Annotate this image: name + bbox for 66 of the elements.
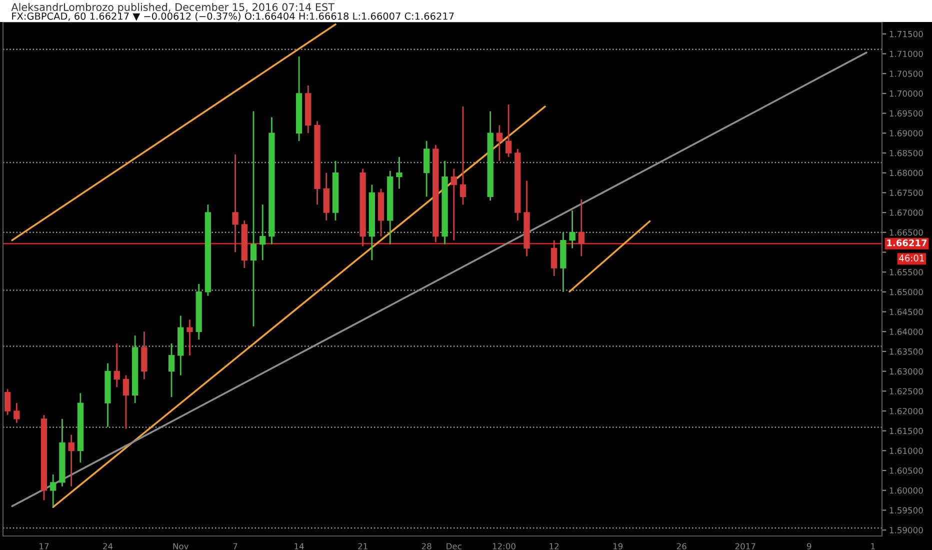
y-tick-label: 1.63500 — [890, 348, 923, 355]
y-tick-label: 1.61500 — [890, 428, 923, 434]
y-tick-label: 1.68000 — [890, 170, 923, 176]
y-tick-label: 1.69000 — [890, 130, 923, 136]
y-tick-label: 1.60500 — [890, 467, 923, 474]
y-tick-label: 1.59500 — [890, 507, 923, 514]
x-tick-label: 12:00 — [492, 543, 516, 550]
candlestick — [260, 204, 266, 261]
y-tick-label: 1.67000 — [890, 210, 923, 216]
candlestick — [68, 434, 74, 488]
y-tick-label: 1.63000 — [890, 368, 923, 375]
x-tick-label: 1 — [871, 543, 875, 550]
candlestick — [423, 140, 430, 198]
chart-title: FX:GBPCAD, 60 1.66217 ▼ −0.00612 (−0.37%) O:1.66404 H:1.66618 L:1.66007 C:1.66217 — [12, 12, 454, 21]
candlestick — [122, 374, 130, 430]
y-tick-label: 1.68500 — [890, 150, 923, 156]
y-tick-label: 1.61000 — [890, 448, 923, 454]
x-tick-label: 17 — [40, 543, 49, 550]
y-tick-label: 1.64500 — [890, 308, 923, 316]
y-tick-label: 1.65500 — [890, 269, 923, 276]
y-tick-label: 1.62000 — [890, 408, 923, 414]
candlestick — [250, 110, 257, 328]
candlestick — [323, 172, 330, 222]
y-tick-label: 1.71500 — [890, 30, 923, 38]
candlestick — [460, 106, 466, 206]
y-tick-label: 1.69500 — [890, 110, 923, 117]
x-tick-label: 7 — [233, 543, 238, 550]
x-tick-label: 2017 — [735, 543, 756, 550]
candlestick — [505, 104, 512, 158]
candlestick — [569, 210, 576, 249]
candlestick — [578, 198, 584, 257]
y-tick-label: 1.59000 — [890, 527, 923, 534]
x-tick-label: 24 — [103, 543, 113, 550]
y-tick-label: 1.70500 — [890, 70, 923, 77]
candlestick — [50, 474, 56, 507]
candlestick — [496, 124, 503, 162]
candlestick — [4, 388, 11, 416]
y-tick-label: 1.65000 — [890, 288, 923, 296]
candlestick — [141, 330, 148, 380]
y-tick-label: 1.67500 — [890, 190, 923, 196]
x-tick-label: 28 — [422, 543, 432, 550]
candlestick — [14, 402, 20, 424]
text: 46:01 — [899, 254, 924, 262]
candlestick — [232, 154, 238, 253]
ref-line-label: 1.66217 — [887, 239, 927, 246]
candlestick — [114, 342, 120, 388]
candlestick — [396, 156, 402, 190]
x-tick-label: 26 — [676, 543, 686, 550]
y-tick-label: 1.60000 — [890, 487, 923, 494]
x-tick-label: 19 — [613, 543, 623, 550]
candlestick — [168, 342, 175, 398]
x-tick-label: 12 — [550, 543, 559, 550]
x-tick-label: 21 — [358, 543, 368, 550]
y-tick-label: 1.62500 — [890, 388, 923, 394]
y-tick-label: 1.66500 — [890, 229, 923, 236]
y-tick-label: 1.70000 — [890, 90, 923, 97]
x-tick-label: Nov — [173, 543, 189, 550]
candlestick — [450, 168, 457, 241]
x-tick-label: Dec — [446, 543, 462, 550]
x-tick-label: 14 — [294, 543, 304, 550]
y-tick-label: 1.64000 — [890, 328, 923, 335]
x-tick-label: 9 — [807, 543, 812, 550]
candlestick — [186, 318, 193, 356]
candlestick — [551, 240, 558, 277]
y-tick-label: 1.71000 — [890, 50, 923, 58]
chart-subtitle: AleksandrLombrozo published, December 15, 2016 07:14 EST — [11, 2, 335, 14]
